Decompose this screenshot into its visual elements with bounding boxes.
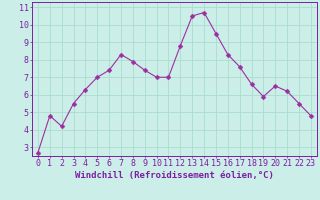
X-axis label: Windchill (Refroidissement éolien,°C): Windchill (Refroidissement éolien,°C)	[75, 171, 274, 180]
